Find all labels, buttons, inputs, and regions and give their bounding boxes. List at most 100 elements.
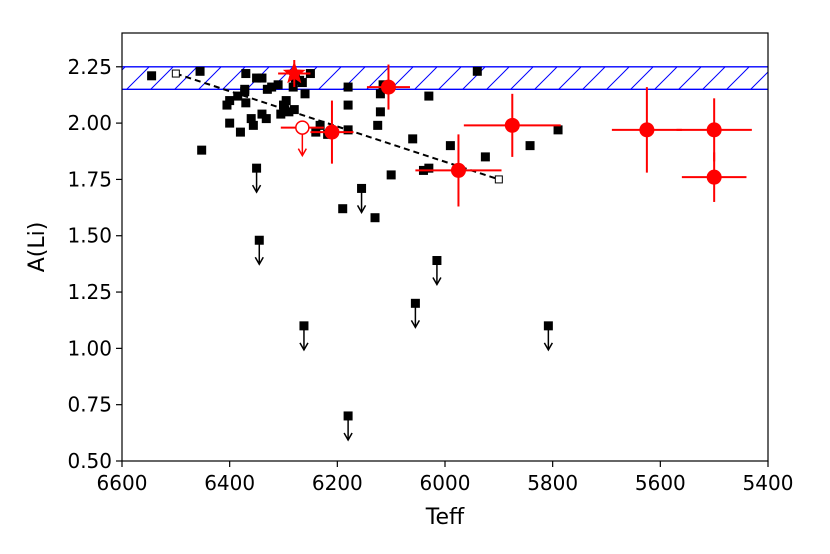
data-point-red-circle bbox=[310, 100, 354, 164]
x-tick-label: 6000 bbox=[420, 471, 471, 495]
limit-arrow-head bbox=[251, 184, 262, 194]
limit-arrow-head bbox=[432, 277, 442, 287]
data-point-red-circle bbox=[676, 98, 752, 162]
y-tick-label: 2.25 bbox=[67, 55, 112, 79]
data-point-square bbox=[553, 125, 563, 135]
data-point-square bbox=[343, 125, 353, 135]
data-point-square bbox=[240, 87, 250, 97]
data-point-square bbox=[408, 134, 418, 144]
data-point-square bbox=[284, 107, 294, 117]
upper-limit-arrow bbox=[543, 325, 554, 352]
limit-arrow-head bbox=[543, 342, 554, 352]
data-point-square bbox=[252, 73, 262, 83]
data-point-square bbox=[233, 91, 243, 101]
data-point-square bbox=[261, 114, 271, 124]
limit-arrow-head bbox=[410, 319, 421, 329]
open-circle-marker bbox=[295, 120, 310, 135]
data-point-square bbox=[343, 82, 353, 92]
data-point-square bbox=[424, 163, 434, 173]
data-point-square bbox=[281, 96, 291, 106]
red-circle-marker bbox=[706, 169, 722, 185]
limit-arrow-head bbox=[254, 256, 264, 266]
upper-limit-arrow bbox=[343, 415, 353, 442]
upper-limit-arrow bbox=[254, 240, 264, 266]
data-point-square bbox=[297, 78, 307, 88]
data-point-square bbox=[197, 145, 207, 155]
data-point-square bbox=[375, 107, 385, 117]
data-point-square bbox=[248, 120, 258, 130]
data-point-square bbox=[289, 105, 299, 115]
y-tick-label: 0.50 bbox=[67, 449, 112, 473]
data-point-square bbox=[267, 82, 277, 92]
data-point-square bbox=[300, 89, 310, 99]
red-star-marker bbox=[282, 61, 306, 84]
data-point-square bbox=[276, 109, 286, 119]
y-tick-label: 1.75 bbox=[67, 167, 112, 191]
data-point-square bbox=[257, 73, 267, 83]
data-point-square bbox=[225, 96, 235, 106]
data-point-square bbox=[373, 120, 383, 130]
limit-arrow-head bbox=[343, 432, 353, 442]
upper-limit-arrow bbox=[297, 133, 307, 158]
x-tick-label: 5600 bbox=[635, 471, 686, 495]
data-point-square bbox=[257, 109, 267, 119]
upper-limit-arrow bbox=[410, 303, 421, 329]
data-point-square bbox=[246, 114, 256, 124]
band-hatch bbox=[122, 66, 768, 90]
data-point-red-circle bbox=[415, 134, 502, 207]
data-point-square bbox=[235, 127, 245, 137]
data-point-red-circle bbox=[681, 152, 747, 202]
x-axis-title: Teff bbox=[425, 505, 465, 530]
data-point-square bbox=[525, 141, 535, 151]
trend-line-group bbox=[171, 69, 503, 184]
data-point-square bbox=[279, 100, 288, 110]
data-point-square bbox=[147, 71, 157, 81]
y-tick-label: 0.75 bbox=[67, 393, 112, 417]
data-point-square bbox=[480, 152, 490, 162]
upper-limit-arrow bbox=[356, 188, 367, 214]
red-circle-marker bbox=[324, 124, 340, 140]
data-points bbox=[147, 60, 752, 442]
data-point-red-circle bbox=[463, 93, 561, 157]
y-tick-label: 1.50 bbox=[67, 224, 112, 248]
y-axis-title: A(Li) bbox=[25, 222, 50, 273]
trend-line bbox=[175, 72, 500, 181]
upper-limit-arrow bbox=[251, 168, 262, 194]
limit-arrow-head bbox=[356, 205, 367, 214]
data-point-square bbox=[315, 120, 325, 130]
limit-arrow-head bbox=[297, 148, 307, 158]
x-tick-label: 5400 bbox=[743, 471, 794, 495]
red-circle-marker bbox=[504, 117, 520, 133]
data-point-square bbox=[222, 100, 232, 110]
data-point-square bbox=[343, 100, 353, 110]
red-circle-marker bbox=[706, 122, 722, 138]
data-point-square bbox=[241, 98, 251, 108]
y-tick-label: 2.00 bbox=[67, 111, 112, 135]
data-point-square bbox=[375, 89, 385, 99]
data-point-square bbox=[273, 80, 283, 90]
y-axis: 0.50 0.75 1.00 1.25 1.50 1.75 2.00 2.25 bbox=[67, 55, 122, 473]
red-circle-marker bbox=[450, 162, 466, 178]
data-point-square bbox=[195, 66, 205, 76]
x-axis: 6600 6400 6200 6000 5800 5600 5400 bbox=[97, 461, 794, 495]
reference-band bbox=[122, 66, 768, 90]
x-tick-label: 5800 bbox=[527, 471, 578, 495]
trend-endpoint bbox=[171, 69, 180, 78]
limit-arrow-head bbox=[299, 342, 309, 352]
x-tick-label: 6400 bbox=[204, 471, 255, 495]
upper-limit-arrow bbox=[299, 325, 309, 352]
data-point-square bbox=[225, 118, 235, 128]
y-tick-label: 1.00 bbox=[67, 336, 112, 360]
data-point-square bbox=[241, 69, 251, 79]
trend-endpoint bbox=[494, 175, 503, 184]
plot-frame bbox=[121, 32, 769, 462]
red-circle-marker bbox=[380, 79, 396, 95]
red-circle-marker bbox=[639, 122, 655, 138]
data-point-red-circle bbox=[366, 64, 411, 110]
data-point-square bbox=[445, 141, 455, 151]
data-point-square bbox=[370, 213, 380, 223]
y-tick-label: 1.25 bbox=[67, 280, 112, 304]
data-point-red-circle bbox=[611, 87, 682, 173]
x-tick-label: 6600 bbox=[97, 471, 148, 495]
